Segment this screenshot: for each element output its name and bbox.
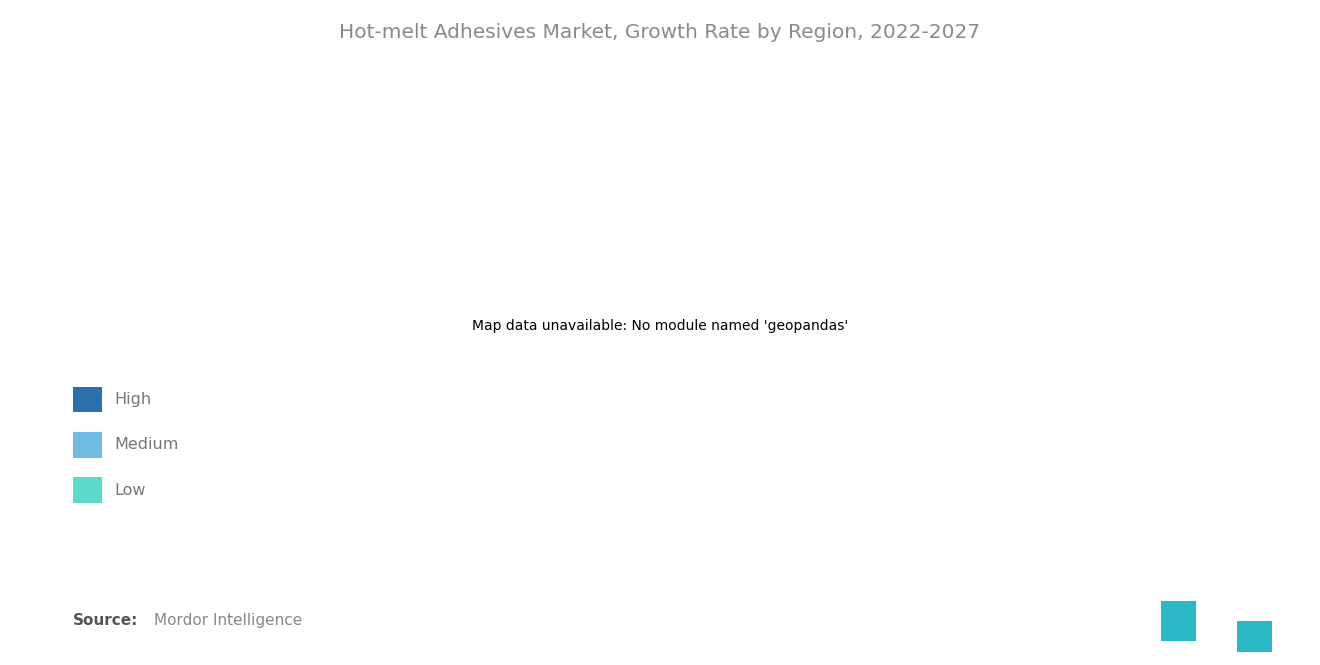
Text: High: High — [115, 392, 152, 407]
Text: Source:: Source: — [73, 613, 139, 628]
Text: Map data unavailable: No module named 'geopandas': Map data unavailable: No module named 'g… — [471, 319, 849, 333]
Bar — [1237, 621, 1271, 652]
Text: Hot-melt Adhesives Market, Growth Rate by Region, 2022-2027: Hot-melt Adhesives Market, Growth Rate b… — [339, 23, 981, 43]
Text: Medium: Medium — [115, 438, 180, 452]
Bar — [1162, 601, 1196, 641]
Text: Mordor Intelligence: Mordor Intelligence — [154, 613, 302, 628]
Text: Low: Low — [115, 483, 147, 497]
